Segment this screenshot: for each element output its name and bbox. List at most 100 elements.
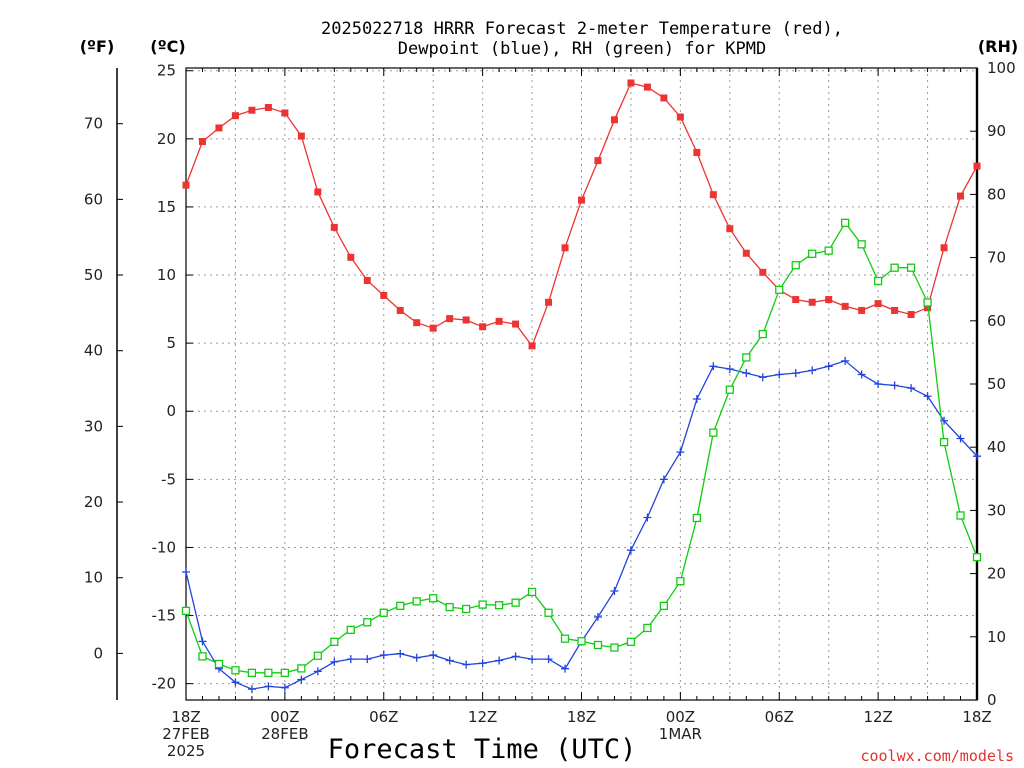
plot-frame	[185, 67, 978, 701]
dewpoint-point	[363, 655, 372, 664]
temperature-point	[594, 157, 602, 165]
temperature-point	[297, 132, 305, 140]
temperature-point	[610, 116, 618, 124]
rh-point	[923, 298, 932, 307]
rh-point	[758, 329, 767, 339]
dewpoint-point	[346, 655, 355, 664]
dewpoint-point	[857, 370, 866, 379]
rh-point	[956, 511, 965, 520]
rh-point	[478, 600, 487, 609]
dewpoint-point	[692, 394, 701, 403]
rh-tick-label: 80	[987, 185, 1006, 203]
dewpoint-point	[544, 655, 553, 664]
rh-point	[824, 246, 833, 255]
temperature-point	[215, 124, 223, 132]
temperature-point	[396, 306, 404, 314]
temperature-point	[825, 296, 833, 304]
temperature-point	[808, 298, 816, 306]
x-tick-label: 06Z	[369, 708, 398, 726]
dewpoint-point	[462, 660, 471, 669]
rh-tick-label: 0	[987, 691, 997, 709]
temperature-point	[726, 225, 734, 233]
rh-point	[396, 601, 405, 610]
rh-point	[808, 249, 817, 258]
rh-point	[841, 218, 850, 227]
temperature-point	[314, 188, 322, 196]
rh-point	[198, 652, 207, 661]
temperature-point	[759, 268, 767, 276]
dewpoint-point	[841, 356, 850, 365]
dewpoint-point	[264, 682, 273, 691]
rh-point	[791, 261, 800, 270]
rh-point	[461, 604, 471, 614]
temperature-point	[512, 320, 520, 328]
temperature-point	[281, 109, 289, 117]
rh-tick-label: 20	[987, 565, 1006, 583]
temperature-point	[643, 83, 651, 91]
temperature-point	[907, 311, 915, 319]
rh-point	[346, 625, 355, 634]
dewpoint-point	[182, 567, 190, 576]
dewpoint-point	[709, 362, 718, 371]
rh-tick-label: 100	[987, 59, 1016, 77]
temperature-point	[330, 223, 338, 231]
temperature-point	[413, 319, 421, 327]
celsius-tick-label: -20	[152, 675, 177, 693]
rh-point	[742, 353, 751, 362]
rh-point	[725, 385, 734, 394]
temperature-point	[792, 296, 800, 304]
dewpoint-point	[561, 664, 570, 673]
dewpoint-point	[610, 587, 619, 596]
temperature-point	[248, 106, 256, 114]
rh-tick-label: 40	[987, 438, 1006, 456]
x-tick-label: 27FEB	[162, 725, 209, 743]
rh-point	[593, 640, 603, 650]
rh-point	[610, 643, 619, 652]
temperature-point	[660, 94, 668, 102]
rh-point	[560, 634, 570, 643]
rh-point	[692, 513, 702, 523]
rh-unit-label: (RH)	[978, 37, 1018, 56]
dewpoint-point	[247, 685, 256, 694]
dewpoint-point	[495, 656, 504, 665]
rh-point	[264, 668, 273, 677]
x-tick-label: 18Z	[962, 708, 991, 726]
dewpoint-point	[874, 380, 883, 388]
temperature-point	[380, 291, 388, 299]
dewpoint-point	[593, 612, 602, 621]
dewpoint-point	[198, 637, 207, 646]
dewpoint-point	[725, 365, 734, 374]
rh-point	[330, 637, 339, 647]
x-tick-label: 00Z	[666, 708, 695, 726]
temperature-point	[940, 244, 948, 252]
temperature-point	[429, 324, 437, 332]
rh-point	[181, 606, 191, 616]
temperature-point	[957, 192, 965, 200]
temperature-point	[627, 79, 635, 87]
rh-tick-label: 60	[987, 312, 1006, 330]
dewpoint-point	[313, 667, 322, 676]
rh-point	[972, 553, 982, 562]
dewpoint-point	[280, 683, 289, 692]
rh-point	[214, 659, 224, 669]
dewpoint-point	[412, 653, 421, 662]
temperature-point	[578, 196, 585, 204]
rh-point	[429, 594, 438, 603]
temperature-point	[182, 181, 190, 189]
rh-tick-label: 30	[987, 501, 1006, 519]
x-tick-label: 2025	[167, 742, 205, 760]
celsius-tick-label: -15	[152, 607, 177, 625]
series	[181, 79, 982, 694]
rh-point	[626, 637, 636, 647]
celsius-tick-label: -5	[161, 470, 176, 488]
celsius-tick-label: 5	[166, 334, 176, 352]
rh-tick-label: 90	[987, 122, 1006, 140]
grid	[186, 68, 977, 700]
celsius-tick-label: 20	[157, 130, 176, 148]
x-tick-label: 28FEB	[261, 725, 308, 743]
dewpoint-point	[659, 475, 668, 484]
dewpoint-point	[907, 384, 916, 393]
temperature-point	[231, 112, 239, 120]
rh-point	[412, 597, 421, 606]
rh-point	[890, 263, 899, 272]
